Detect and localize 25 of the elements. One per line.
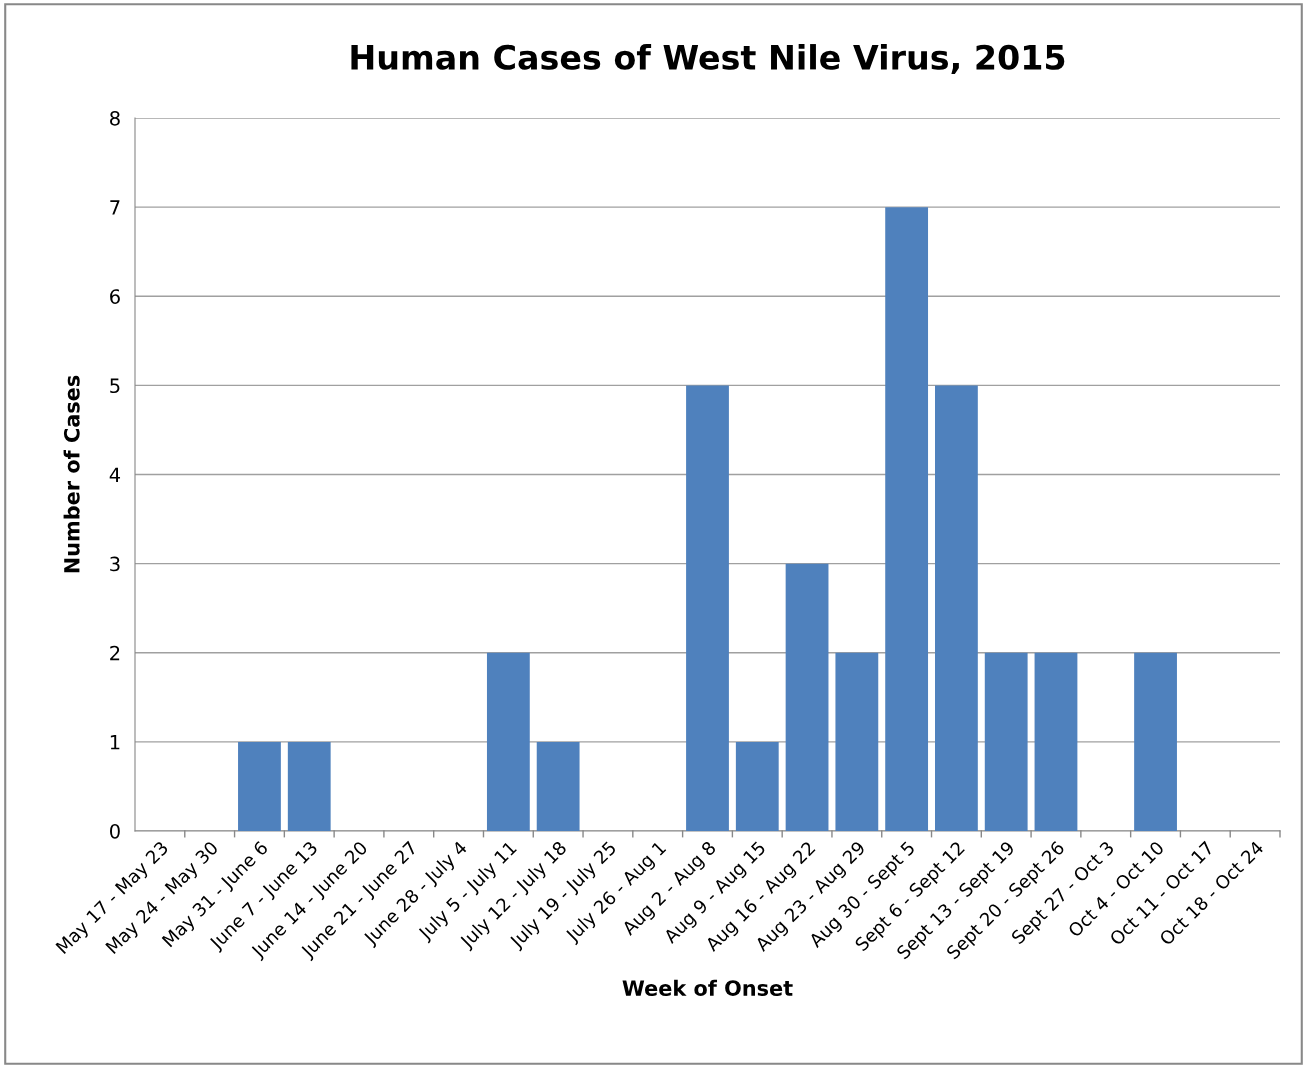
y-tick-label: 6: [110, 289, 120, 304]
chart-title: Human Cases of West Nile Virus, 2015: [351, 44, 1065, 75]
y-tick-label: 7: [110, 200, 120, 215]
bar: [1134, 652, 1177, 831]
bar: [785, 563, 829, 831]
y-tick-label: 1: [110, 735, 120, 750]
x-axis-title: Week of Onset: [622, 979, 793, 996]
bar: [238, 741, 281, 831]
bar: [935, 385, 978, 831]
y-tick-label: 0: [110, 823, 120, 839]
y-tick-label: 3: [110, 556, 120, 572]
y-tick-label: 4: [109, 467, 121, 482]
bar: [486, 652, 530, 831]
bar: [536, 741, 580, 831]
bar: [287, 741, 331, 831]
y-tick-label: 2: [110, 645, 120, 661]
bar: [1034, 652, 1078, 831]
bar: [984, 652, 1028, 831]
bar: [835, 652, 879, 831]
y-axis-title: Number of Cases: [63, 375, 80, 573]
bar: [686, 385, 729, 831]
bar: [885, 207, 929, 831]
bar: [735, 741, 779, 831]
y-tick-label: 5: [110, 378, 120, 394]
y-tick-label: 8: [110, 110, 120, 126]
